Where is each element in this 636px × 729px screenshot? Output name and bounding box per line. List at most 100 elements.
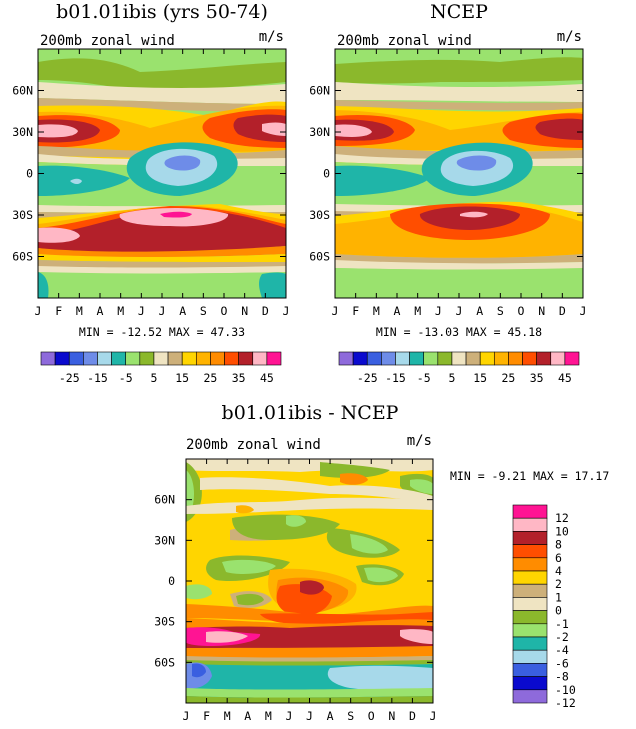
y-tick-label: 30S	[154, 615, 175, 629]
x-tick-label: J	[283, 304, 290, 318]
colorbar-label: -15	[87, 371, 108, 385]
x-tick-label: A	[327, 709, 334, 723]
x-tick-label: S	[497, 304, 504, 318]
colorbar-label: -12	[555, 696, 576, 710]
colorbar-label: 25	[501, 371, 515, 385]
colorbar-label: 15	[473, 371, 487, 385]
colorbar-swatch	[125, 351, 141, 366]
y-tick-label: 60N	[12, 84, 33, 98]
colorbar-label: 45	[558, 371, 572, 385]
colorbar-label: 0	[555, 604, 562, 618]
y-tick-label: 60N	[309, 84, 330, 98]
x-tick-label: J	[435, 304, 442, 318]
x-tick-label: M	[265, 709, 272, 723]
colorbar-label: 35	[232, 371, 246, 385]
colorbar-swatch	[512, 583, 548, 598]
colorbar-swatch	[512, 517, 548, 532]
y-tick-label: 60S	[12, 250, 33, 264]
colorbar-swatch	[238, 351, 254, 366]
colorbar-swatch	[210, 351, 225, 366]
colorbar-label: -25	[357, 371, 378, 385]
x-tick-label: A	[179, 304, 186, 318]
colorbar-label: -5	[119, 371, 133, 385]
y-tick-label: 60S	[154, 655, 175, 669]
colorbar-label: 25	[203, 371, 217, 385]
panel-ncep-subtitle: 200mb zonal wind	[337, 33, 472, 49]
panel-diff-units: m/s	[407, 433, 432, 449]
x-tick-label: M	[117, 304, 124, 318]
colorbar-label: 12	[555, 511, 569, 525]
colorbar-label: 5	[150, 371, 157, 385]
colorbar-swatch	[512, 531, 548, 545]
colorbar-swatch	[195, 351, 211, 366]
colorbar-swatch	[512, 689, 548, 704]
colorbar-swatch	[167, 351, 183, 366]
colorbar-swatch	[512, 504, 548, 519]
panel-diff-stats: MIN = -9.21 MAX = 17.17	[450, 469, 609, 483]
y-tick-label: 30S	[12, 208, 33, 222]
panel-ncep-field	[335, 49, 583, 298]
colorbar-swatch	[564, 351, 580, 366]
colorbar-swatch	[512, 544, 548, 559]
colorbar-swatch	[512, 663, 548, 677]
colorbar-swatch	[550, 351, 566, 366]
colorbar-label: 45	[260, 371, 274, 385]
x-tick-label: O	[518, 304, 525, 318]
colorbar-swatch	[409, 351, 425, 366]
colorbar-swatch	[111, 351, 127, 366]
colorbar-swatch	[512, 597, 548, 611]
x-tick-label: S	[347, 709, 354, 723]
y-tick-label: 0	[323, 167, 330, 181]
colorbar-swatch	[97, 351, 112, 366]
colorbar-swatch	[153, 351, 169, 366]
panel-ncep-title: NCEP	[430, 1, 488, 23]
colorbar-swatch	[139, 351, 155, 366]
panel-diff-title: b01.01ibis - NCEP	[222, 402, 399, 424]
x-tick-label: J	[285, 709, 292, 723]
colorbar-swatch	[352, 351, 368, 366]
colorbar-swatch	[512, 610, 548, 625]
colorbar-label: -4	[555, 643, 569, 657]
x-tick-label: F	[352, 304, 359, 318]
colorbar-swatch	[451, 351, 467, 366]
colorbar-swatch	[493, 351, 509, 366]
y-tick-label: 30S	[309, 208, 330, 222]
panel-model-units: m/s	[259, 29, 284, 45]
x-tick-label: O	[368, 709, 375, 723]
colorbar-label: 1	[555, 590, 562, 604]
x-tick-label: M	[414, 304, 421, 318]
colorbar-label: 15	[175, 371, 189, 385]
y-tick-label: 0	[26, 167, 33, 181]
colorbar-label: -1	[555, 617, 569, 631]
colorbar-swatch	[83, 351, 98, 366]
x-tick-label: O	[221, 304, 228, 318]
panel-model-title: b01.01ibis (yrs 50-74)	[56, 1, 268, 23]
colorbar-label: 5	[448, 371, 455, 385]
colorbar-swatch	[512, 570, 548, 585]
x-tick-label: J	[580, 304, 587, 318]
colorbar-label: 4	[555, 564, 562, 578]
x-tick-label: A	[394, 304, 401, 318]
colorbar-swatch	[381, 351, 396, 366]
x-tick-label: M	[224, 709, 231, 723]
colorbar-swatch	[437, 351, 453, 366]
colorbar-swatch	[423, 351, 439, 366]
colorbar-swatch	[40, 351, 56, 366]
x-tick-label: J	[159, 304, 166, 318]
x-tick-label: N	[388, 709, 395, 723]
colorbar-swatch	[522, 351, 537, 366]
x-tick-label: F	[203, 709, 210, 723]
colorbar-swatch	[512, 676, 548, 691]
x-tick-label: D	[559, 304, 566, 318]
colorbar-swatch	[338, 351, 354, 366]
panel-model-stats: MIN = -12.52 MAX = 47.33	[79, 325, 245, 339]
x-tick-label: N	[538, 304, 545, 318]
x-tick-label: M	[76, 304, 83, 318]
x-tick-label: J	[138, 304, 145, 318]
colorbar-swatch	[536, 351, 552, 366]
x-tick-label: A	[97, 304, 104, 318]
